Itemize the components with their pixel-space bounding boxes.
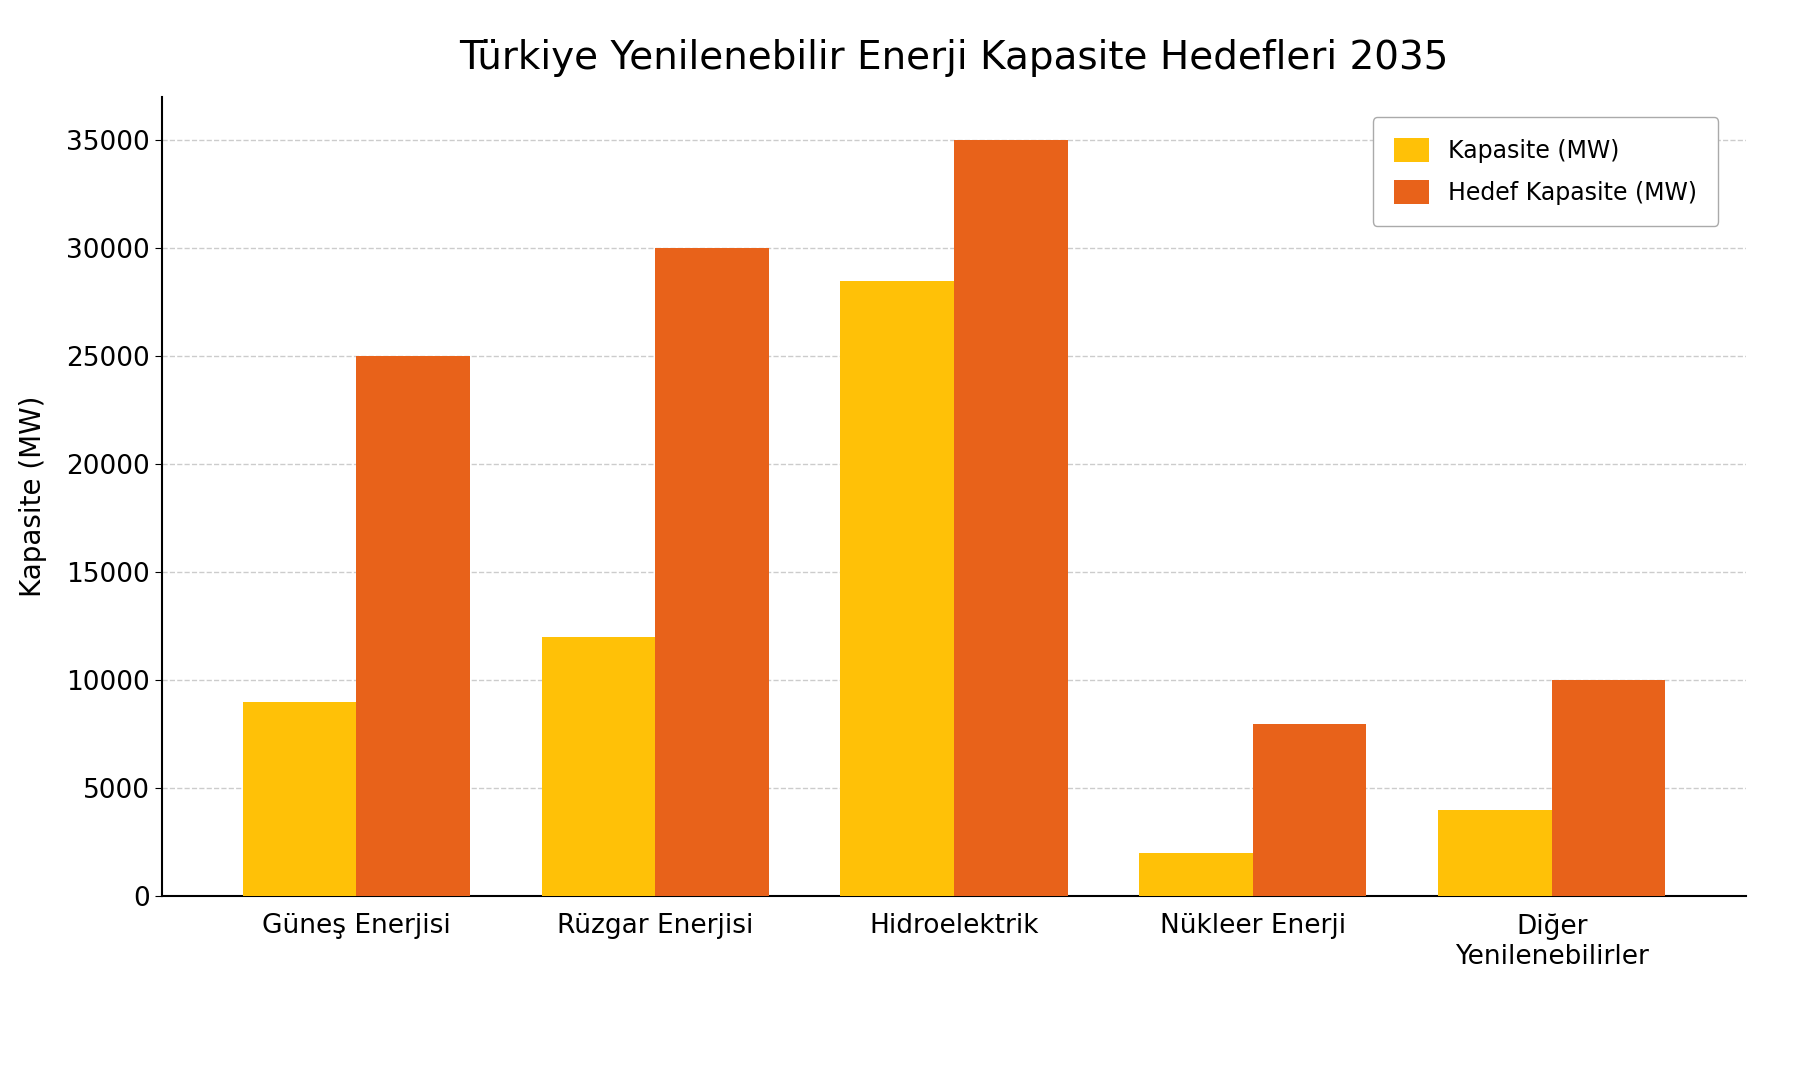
Bar xyxy=(542,637,655,896)
Bar xyxy=(1139,853,1253,896)
Legend: Kapasite (MW), Hedef Kapasite (MW): Kapasite (MW), Hedef Kapasite (MW) xyxy=(1373,117,1719,226)
Bar xyxy=(655,248,769,896)
Title: Türkiye Yenilenebilir Enerji Kapasite Hedefleri 2035: Türkiye Yenilenebilir Enerji Kapasite He… xyxy=(459,40,1449,78)
Y-axis label: Kapasite (MW): Kapasite (MW) xyxy=(20,396,47,597)
Bar xyxy=(356,356,470,896)
Bar xyxy=(954,140,1067,896)
Bar xyxy=(1253,724,1366,896)
Bar xyxy=(841,281,954,896)
Bar xyxy=(1552,680,1665,896)
Bar xyxy=(243,702,356,896)
Bar xyxy=(1438,810,1552,896)
